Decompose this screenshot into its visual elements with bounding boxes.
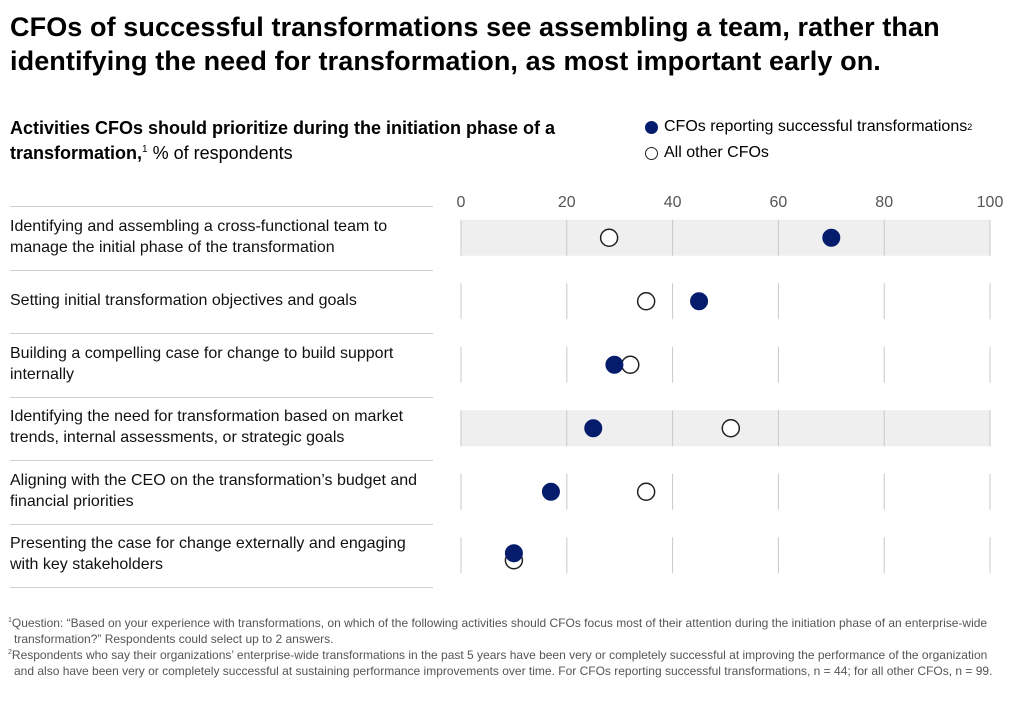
dot-plot: 0 20 40 60 80 100 (457, 194, 1004, 574)
footnote-2-text: Respondents who say their organizations’… (11, 648, 993, 678)
chart-subtitle: Activities CFOs should prioritize during… (10, 116, 570, 166)
subtitle-main: Activities CFOs should prioritize during… (10, 118, 556, 163)
chart-title: CFOs of successful transformations see a… (10, 12, 940, 76)
row-label: Presenting the case for change externall… (10, 535, 406, 574)
dot-other (721, 419, 741, 438)
dot-successful (605, 355, 624, 374)
dot-other (621, 355, 640, 374)
row-divider (10, 269, 433, 271)
x-tick-label: 40 (664, 194, 682, 211)
x-tick-label: 20 (558, 194, 576, 211)
footnote-1-marker: 1 (8, 617, 12, 624)
dot-successful (541, 482, 560, 501)
row-label: Aligning with the CEO on the transformat… (10, 471, 418, 510)
footnote-2-marker: 2 (8, 649, 12, 656)
row-label: Setting initial transformation objective… (10, 291, 357, 309)
row-divider (10, 206, 433, 207)
x-tick-label: 80 (875, 194, 893, 211)
subtitle-unit: % of respondents (147, 143, 293, 163)
legend-label-successful: CFOs reporting successful transformation… (664, 118, 968, 135)
legend-item-other: All other CFOs (645, 140, 972, 166)
row-divider (10, 587, 433, 588)
filled-dot-icon (645, 120, 658, 134)
footnotes: 1Question: “Based on your experience wit… (8, 615, 1008, 679)
dot-successful (822, 228, 841, 247)
row-label: Identifying and assembling a cross-funct… (10, 217, 388, 256)
footnote-1: 1Question: “Based on your experience wit… (8, 615, 1008, 647)
footnote-1-text: Question: “Based on your experience with… (11, 616, 988, 646)
legend-label-other: All other CFOs (664, 144, 769, 161)
hollow-dot-icon (645, 146, 658, 160)
x-tick-label: 60 (770, 194, 788, 211)
subtitle-footnote-ref: 1 (142, 144, 148, 155)
x-tick-label: 100 (977, 194, 1004, 211)
dot-successful (690, 292, 709, 311)
row-divider (10, 460, 433, 461)
dot-successful (504, 544, 523, 563)
row-divider (10, 396, 433, 398)
row-highlight-band (461, 219, 990, 256)
x-tick-label: 0 (457, 194, 466, 211)
row-divider (10, 523, 433, 525)
legend-item-successful: CFOs reporting successful transformation… (645, 114, 972, 140)
legend: CFOs reporting successful transformation… (645, 114, 972, 166)
row-label: Identifying the need for transformation … (10, 408, 404, 447)
row-label: Building a compelling case for change to… (10, 344, 394, 383)
dot-successful (584, 419, 603, 438)
dot-other (636, 482, 656, 501)
row-divider (10, 333, 433, 334)
dot-other (599, 228, 619, 247)
dot-other (636, 292, 656, 311)
footnote-2: 2Respondents who say their organizations… (8, 647, 1008, 679)
